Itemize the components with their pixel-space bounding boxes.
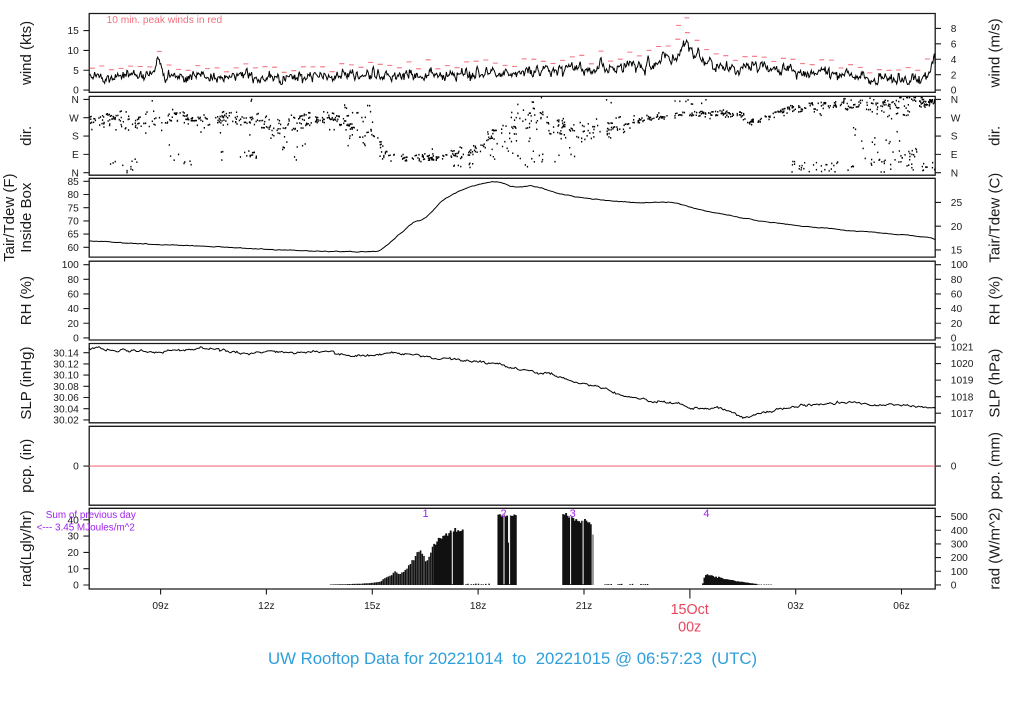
svg-text:SLP (hPa): SLP (hPa) [987,349,1004,418]
svg-text:0: 0 [73,86,79,97]
svg-text:85: 85 [67,177,79,188]
svg-text:75: 75 [67,203,79,214]
svg-text:rad(Lgly/hr): rad(Lgly/hr) [18,510,35,587]
svg-text:80: 80 [67,275,79,286]
svg-text:N: N [71,95,78,106]
svg-text:8: 8 [951,24,957,35]
svg-text:6: 6 [951,39,957,50]
svg-text:0: 0 [951,334,957,345]
svg-text:dir.: dir. [987,126,1004,146]
svg-text:2: 2 [951,70,957,81]
svg-text:UW Rooftop Data for 20221014: UW Rooftop Data for 20221014 to 20221015… [268,649,757,668]
svg-text:15z: 15z [364,601,380,612]
svg-text:1017: 1017 [951,409,974,420]
svg-text:0: 0 [73,462,79,473]
svg-text:1021: 1021 [951,343,974,354]
svg-text:100: 100 [62,260,79,271]
svg-text:30.08: 30.08 [53,382,79,393]
svg-text:RH (%): RH (%) [18,276,35,325]
svg-text:W: W [69,113,79,124]
svg-text:RH (%): RH (%) [987,276,1004,325]
svg-text:1019: 1019 [951,376,974,387]
svg-text:18z: 18z [470,601,486,612]
svg-text:03z: 03z [787,601,803,612]
svg-text:20: 20 [67,319,79,330]
svg-text:S: S [72,132,79,143]
svg-text:0: 0 [951,581,957,592]
svg-text:60: 60 [951,290,963,301]
svg-text:<--- 3.45 MJoules/m^2: <--- 3.45 MJoules/m^2 [37,523,135,534]
svg-text:100: 100 [951,567,968,578]
svg-text:21z: 21z [576,601,592,612]
svg-text:12z: 12z [258,601,274,612]
svg-text:2: 2 [501,508,507,520]
svg-text:40: 40 [67,515,79,526]
svg-text:400: 400 [951,526,968,537]
svg-text:10: 10 [67,46,79,57]
svg-text:0: 0 [73,334,79,345]
svg-text:5: 5 [73,66,79,77]
svg-text:W: W [951,113,961,124]
svg-text:60: 60 [67,243,79,254]
svg-text:60: 60 [67,290,79,301]
svg-text:3: 3 [570,508,576,520]
svg-text:65: 65 [67,230,79,241]
svg-text:15Oct: 15Oct [671,602,709,618]
svg-text:Inside Box: Inside Box [18,182,35,253]
svg-text:Sum of previous day: Sum of previous day [46,510,136,521]
svg-text:N: N [951,168,958,179]
svg-text:30.10: 30.10 [53,371,79,382]
svg-text:N: N [951,95,958,106]
svg-text:06z: 06z [893,601,909,612]
svg-text:0: 0 [951,86,957,97]
svg-text:dir.: dir. [18,126,35,146]
svg-text:1: 1 [422,508,428,520]
svg-text:200: 200 [951,553,968,564]
svg-text:30.02: 30.02 [53,416,79,427]
svg-text:80: 80 [67,190,79,201]
svg-text:pcp. (in): pcp. (in) [18,439,35,493]
svg-text:Tair/Tdew (F): Tair/Tdew (F) [1,174,18,262]
svg-text:N: N [71,168,78,179]
svg-text:SLP (inHg): SLP (inHg) [18,347,35,420]
svg-text:1020: 1020 [951,359,974,370]
svg-text:E: E [951,150,958,161]
svg-text:500: 500 [951,512,968,523]
svg-text:4: 4 [951,55,957,66]
svg-text:20: 20 [951,222,963,233]
svg-text:4: 4 [703,508,709,520]
svg-text:10 min. peak winds in red: 10 min. peak winds in red [107,15,223,26]
svg-text:30.04: 30.04 [53,404,79,415]
svg-text:Tair/Tdew (C): Tair/Tdew (C) [987,173,1004,263]
svg-text:30.06: 30.06 [53,393,79,404]
svg-text:09z: 09z [152,601,168,612]
svg-text:40: 40 [951,304,963,315]
svg-text:S: S [951,132,958,143]
svg-text:300: 300 [951,540,968,551]
svg-text:E: E [72,150,79,161]
svg-text:wind (kts): wind (kts) [18,21,35,86]
svg-text:0: 0 [951,462,957,473]
svg-text:20: 20 [67,548,79,559]
svg-text:100: 100 [951,260,968,271]
svg-text:15: 15 [951,246,963,257]
svg-text:20: 20 [951,319,963,330]
svg-text:30: 30 [67,532,79,543]
svg-text:1018: 1018 [951,392,974,403]
svg-text:25: 25 [951,198,963,209]
svg-text:15: 15 [67,26,79,37]
svg-text:rad (W/m^2): rad (W/m^2) [987,508,1004,590]
svg-text:pcp. (mm): pcp. (mm) [987,432,1004,500]
svg-text:0: 0 [73,581,79,592]
svg-text:10: 10 [67,564,79,575]
svg-text:00z: 00z [678,620,701,636]
svg-text:30.14: 30.14 [53,348,79,359]
svg-text:40: 40 [67,304,79,315]
svg-text:wind (m/s): wind (m/s) [987,18,1004,88]
svg-text:70: 70 [67,217,79,228]
svg-text:80: 80 [951,275,963,286]
svg-text:30.12: 30.12 [53,360,79,371]
